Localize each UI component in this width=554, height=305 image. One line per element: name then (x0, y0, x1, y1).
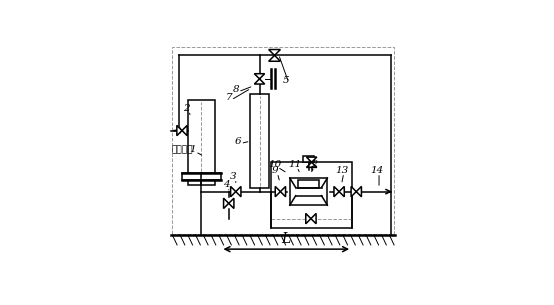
Bar (298, 180, 319, 188)
Text: 7: 7 (225, 93, 232, 102)
Text: 5: 5 (283, 76, 290, 84)
Text: 2: 2 (183, 104, 190, 113)
Polygon shape (356, 186, 361, 197)
Polygon shape (269, 56, 280, 61)
Text: 1: 1 (189, 145, 196, 154)
Polygon shape (306, 157, 317, 162)
Text: 11: 11 (288, 160, 301, 169)
Text: 4: 4 (223, 180, 230, 189)
Bar (188, 100, 214, 185)
Polygon shape (230, 186, 236, 197)
Bar (302, 156, 315, 162)
Polygon shape (229, 198, 234, 209)
Polygon shape (275, 186, 280, 197)
Polygon shape (236, 186, 241, 197)
Text: 8: 8 (233, 85, 239, 94)
Polygon shape (177, 125, 182, 136)
Text: 3: 3 (230, 172, 237, 181)
Polygon shape (254, 79, 265, 84)
Polygon shape (351, 186, 356, 197)
Polygon shape (280, 186, 285, 197)
Polygon shape (306, 162, 317, 167)
Bar (271, 162, 352, 228)
Bar (172, 47, 394, 234)
Polygon shape (339, 186, 344, 197)
Polygon shape (306, 214, 311, 224)
Polygon shape (311, 214, 316, 224)
Polygon shape (224, 198, 229, 209)
Text: 接分离器: 接分离器 (171, 146, 193, 155)
Text: 9: 9 (271, 166, 278, 175)
Text: 12: 12 (305, 160, 319, 169)
Polygon shape (334, 186, 339, 197)
Text: 10: 10 (268, 160, 281, 169)
Text: L: L (281, 232, 291, 246)
Polygon shape (182, 125, 187, 136)
Polygon shape (254, 74, 265, 79)
Bar (182, 173, 220, 180)
Polygon shape (269, 49, 280, 56)
Text: 13: 13 (335, 166, 348, 175)
Text: 6: 6 (235, 137, 242, 145)
Bar (250, 94, 269, 188)
Text: 14: 14 (370, 166, 383, 175)
Bar (290, 178, 327, 205)
